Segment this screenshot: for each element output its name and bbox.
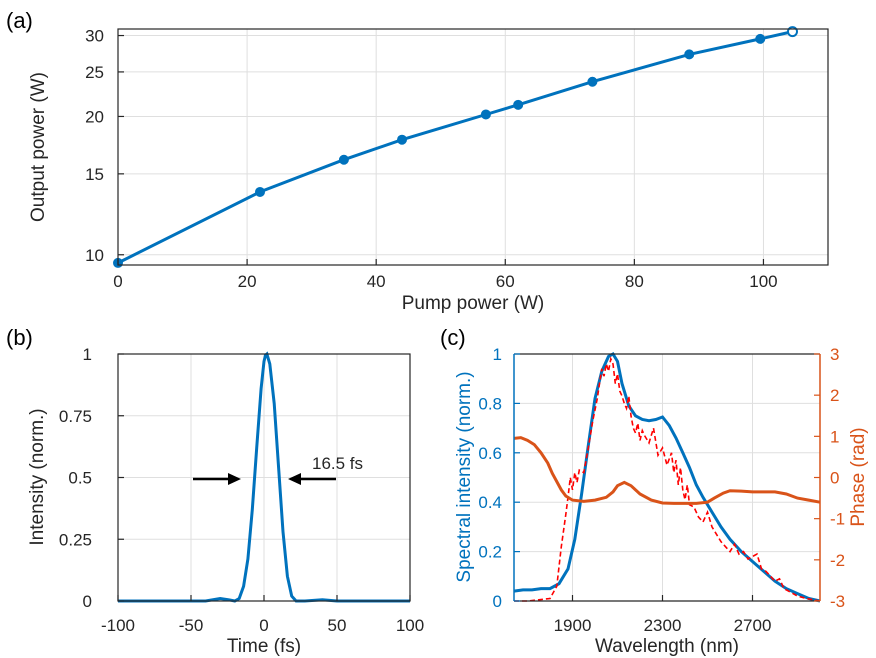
- panel-b-ytick-label: 0: [83, 592, 92, 611]
- panel-c-xtick-label: 2300: [644, 616, 682, 635]
- panel-a-ytick-label: 30: [85, 27, 104, 46]
- panel-c-y2tick-label: 2: [830, 386, 839, 405]
- panel-c-ylabel: Spectral intensity (norm.): [454, 371, 475, 582]
- fwhm-annotation: 16.5 fs: [193, 454, 363, 485]
- panel-a-data-point: [480, 109, 491, 120]
- panel-c-phase-line: [513, 436, 821, 505]
- panel-b-xtick-label: 50: [328, 616, 347, 635]
- right-arrowhead: [288, 473, 301, 485]
- panel-a-data-point: [338, 154, 349, 165]
- panel-c-ytick-label: 0.4: [478, 493, 502, 512]
- left-arrowhead: [228, 473, 241, 485]
- panel-c-y2tick-label: -3: [830, 592, 845, 611]
- panel-b-xtick-label: -100: [101, 616, 135, 635]
- panel-c-xtick-label: 1900: [554, 616, 592, 635]
- panel-a-xtick-label: 20: [238, 272, 257, 291]
- fwhm-label: 16.5 fs: [312, 454, 363, 473]
- panel-a-xlabel: Pump power (W): [402, 293, 545, 314]
- panel-c-y2label: Phase (rad): [848, 427, 869, 526]
- panel-c-y2tick-label: 0: [830, 469, 839, 488]
- panel-a-xtick-label: 60: [496, 272, 515, 291]
- panel-a-data-point: [755, 33, 766, 44]
- panel-c-label: (c): [440, 325, 466, 350]
- panel-a-data-point: [397, 134, 407, 145]
- panel-a-frame: [117, 28, 829, 266]
- panel-a-label: (a): [6, 8, 33, 33]
- panel-c-xlabel: Wavelength (nm): [595, 636, 739, 657]
- panel-a-ytick-label: 25: [85, 63, 104, 82]
- panel-c-y2tick-label: 1: [830, 427, 839, 446]
- panel-a-ytick-label: 20: [85, 107, 104, 126]
- panel-b-ytick-label: 0.5: [68, 469, 92, 488]
- panel-b-label: (b): [6, 325, 33, 350]
- panel-b-xtick-label: 100: [396, 616, 424, 635]
- panel-c-ytick-label: 0.2: [478, 543, 502, 562]
- panel-a-data-point: [255, 186, 265, 197]
- panel-c: (c) 1900 2300 2700 0 0.2 0.4 0.6 0.8 1 -3 -2 -1 0 1 2 3…: [440, 325, 869, 657]
- panel-a-xtick-label: 40: [367, 272, 386, 291]
- panel-a-xtick-label: 0: [113, 272, 122, 291]
- panel-a-ytick-label: 10: [85, 246, 104, 265]
- panel-b-xlabel: Time (fs): [227, 636, 301, 657]
- panel-a-ylabel: Output power (W): [28, 72, 49, 222]
- panel-a-data-point: [587, 76, 598, 87]
- panel-a-data-point: [513, 99, 524, 110]
- panel-c-y2tick-label: -2: [830, 551, 845, 570]
- panel-c-ytick-label: 0: [493, 592, 502, 611]
- panel-a: (a) 0 20 40 60 80 100 10 15 20 25 30 Pump power (W…: [6, 8, 829, 314]
- panel-a-series-line: [117, 30, 793, 265]
- panel-b-ytick-label: 1: [83, 345, 92, 364]
- panel-c-xtick-label: 2700: [734, 616, 772, 635]
- panel-b-xtick-label: 0: [259, 616, 268, 635]
- panel-c-measured-spectrum-line: [514, 356, 821, 602]
- panel-c-y2tick-label: 3: [830, 345, 839, 364]
- panel-a-data-point: [684, 49, 695, 60]
- panel-b-ytick-label: 0.25: [59, 530, 92, 549]
- panel-a-xtick-label: 100: [749, 272, 777, 291]
- panel-b-ylabel: Intensity (norm.): [27, 408, 48, 545]
- panel-c-ytick-label: 0.6: [478, 444, 502, 463]
- panel-a-xtick-label: 80: [625, 272, 644, 291]
- panel-b-xtick-label: -50: [179, 616, 204, 635]
- panel-a-ytick-label: 15: [85, 165, 104, 184]
- panel-b-ytick-label: 0.75: [59, 407, 92, 426]
- panel-c-ytick-label: 0.8: [478, 394, 502, 413]
- panel-b: (b) -100 -50 0 50 100 0 0.25 0.5 0.75 1 16.5 fs T…: [6, 325, 424, 657]
- panel-c-y2tick-label: -1: [830, 510, 845, 529]
- panel-c-ytick-label: 1: [493, 345, 502, 364]
